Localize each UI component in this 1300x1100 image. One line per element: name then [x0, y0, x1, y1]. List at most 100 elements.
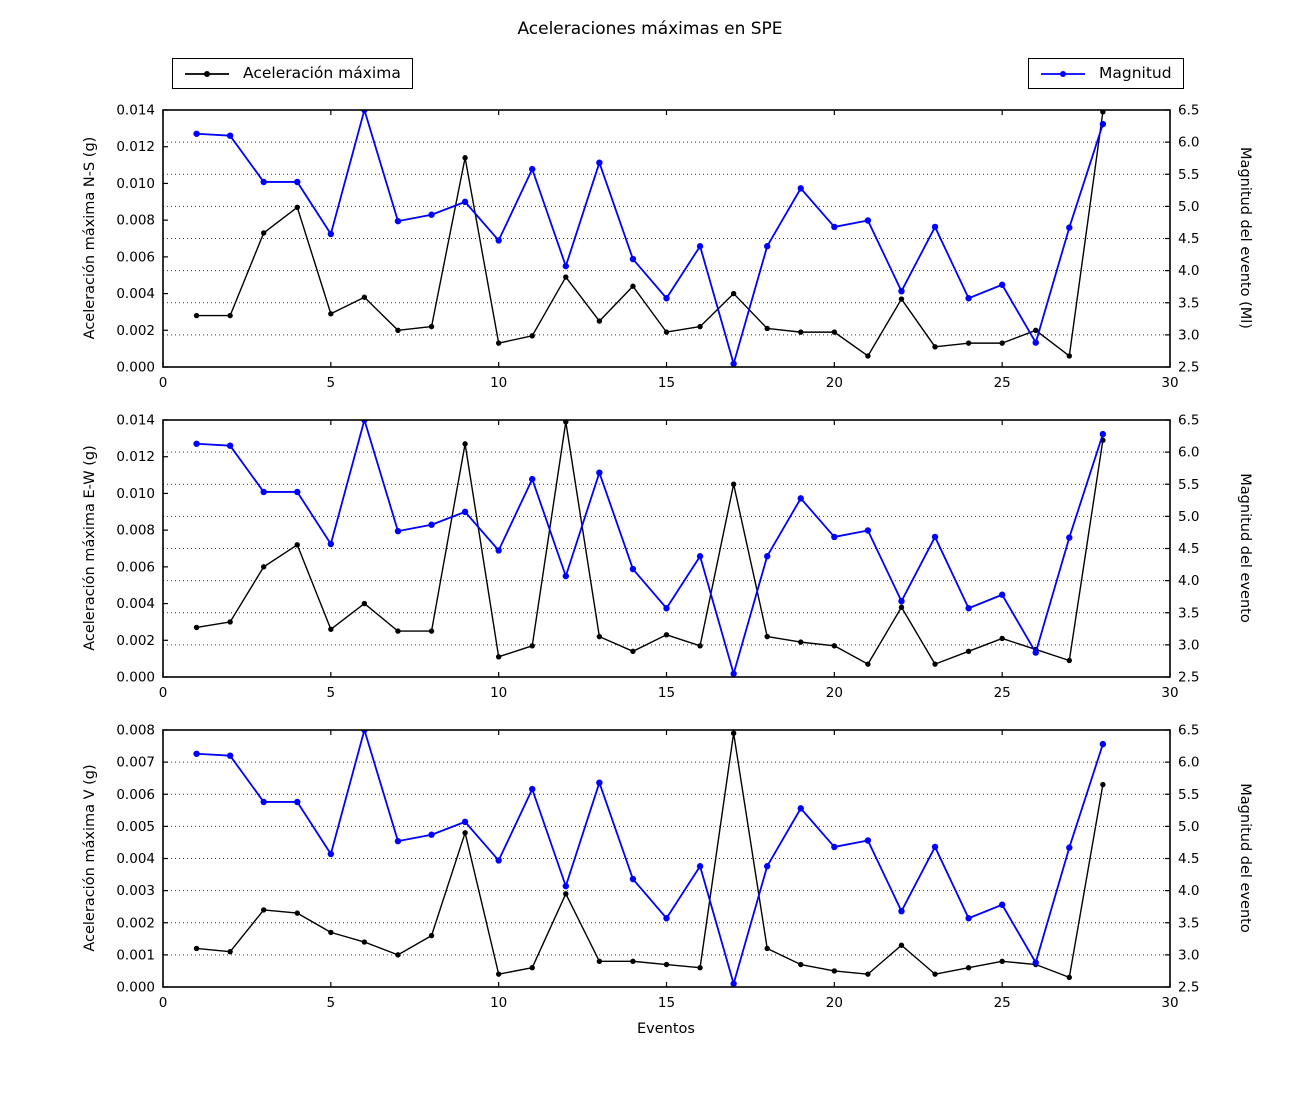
magnitud-series-point [327, 850, 335, 858]
accel-series-point [965, 965, 972, 971]
ylabel-left-ew: Aceleración máxima E-W (g) [82, 445, 98, 651]
accel-series-point [596, 633, 603, 640]
magnitud-series-point [260, 798, 267, 806]
accel-series-point [1100, 110, 1106, 115]
x-tick-label: 15 [658, 685, 675, 701]
magnitud-series-point [1032, 959, 1039, 966]
accel-series-point [227, 619, 233, 625]
accel-series-point [663, 632, 670, 638]
subplot-1: 0 5 10 15 20 25 30 0.000 0.002 0.004 0.006 0.008 0.0… [116, 413, 1199, 702]
y-tick-label-right: 3.5 [1178, 605, 1199, 621]
legend-line-icon [185, 70, 229, 77]
accel-series-point [1033, 327, 1039, 333]
accel-series-point [730, 730, 737, 736]
magnitud-series-point [529, 475, 536, 483]
y-tick-label-right: 5.5 [1178, 477, 1199, 493]
accel-series-point [395, 327, 401, 333]
y-tick-label-right: 4.0 [1178, 883, 1199, 899]
ylabel-left-v: Aceleración máxima V (g) [82, 764, 98, 952]
magnitud-series-point [931, 223, 939, 231]
magnitud-series-point [965, 605, 972, 612]
ylabel-left-ns: Aceleración máxima N-S (g) [82, 136, 98, 340]
accel-series-point [764, 633, 770, 640]
magnitud-series-point [797, 805, 804, 812]
subplot-2: 0 5 10 15 20 25 30 0.000 0.001 0.002 0.003 0.004 0.0… [116, 723, 1199, 1012]
y-tick-label-right: 6.0 [1178, 445, 1199, 461]
magnitud-series-point [529, 165, 536, 173]
accel-series-point [361, 294, 368, 300]
accel-series-point [294, 542, 300, 548]
accel-series-point [294, 204, 300, 210]
y-tick-label-right: 5.0 [1178, 509, 1199, 525]
accel-series-point [596, 958, 603, 964]
accel-series-point [495, 340, 502, 346]
x-tick-label: 25 [994, 995, 1011, 1011]
accel-series-point [898, 942, 905, 948]
legend-accel-label: Aceleración máxima [243, 64, 401, 82]
magnitud-series-point [764, 553, 771, 560]
magnitud-series-point [562, 572, 569, 580]
accel-series-point [865, 353, 871, 359]
magnitud-series-point [998, 901, 1006, 908]
x-tick-label: 30 [1161, 685, 1178, 701]
magnitud-series-point [428, 521, 435, 528]
magnitud-series-point [461, 508, 469, 516]
y-tick-label-right: 5.0 [1178, 199, 1199, 215]
y-tick-label-left: 0.002 [116, 323, 155, 339]
y-tick-label-left: 0.000 [116, 670, 155, 686]
accel-series-point [462, 441, 468, 447]
x-tick-label: 5 [327, 685, 336, 701]
accel-series-point [663, 329, 670, 335]
accel-series-point [596, 318, 603, 324]
x-tick-label: 25 [994, 375, 1011, 391]
accel-series-line [196, 111, 1104, 357]
y-tick-label-left: 0.002 [116, 633, 155, 649]
accel-series-point [764, 325, 770, 332]
accel-series-point [428, 323, 435, 330]
y-tick-label-right: 5.0 [1178, 819, 1199, 835]
ylabel-right-ns: Magnitud del evento (Ml) [1237, 147, 1253, 329]
accel-series-point [395, 628, 401, 634]
y-tick-label-left: 0.004 [116, 851, 155, 867]
magnitud-series-point [898, 907, 905, 915]
y-tick-label-left: 0.005 [116, 819, 155, 835]
magnitud-series-point [998, 281, 1006, 288]
accel-series-point [630, 648, 636, 654]
magnitud-series-point [294, 178, 301, 186]
y-tick-label-right: 5.5 [1178, 787, 1199, 803]
y-tick-label-left: 0.004 [116, 286, 155, 302]
magnitud-series-point [394, 217, 402, 225]
magnitud-series-point [193, 750, 200, 757]
magnitud-series-point [764, 243, 771, 250]
accel-series-point [798, 961, 804, 968]
y-tick-label-right: 5.5 [1178, 167, 1199, 183]
y-tick-label-left: 0.000 [116, 360, 155, 376]
magnitud-series-point [428, 211, 435, 218]
magnitud-series-point [226, 132, 234, 139]
y-tick-label-left: 0.012 [116, 139, 155, 155]
accel-series-point [1066, 657, 1073, 664]
magnitud-series-point [327, 540, 335, 548]
y-tick-label-left: 0.008 [116, 723, 155, 739]
x-tick-label: 25 [994, 685, 1011, 701]
y-tick-label-right: 6.0 [1178, 755, 1199, 771]
accel-series-point [697, 965, 703, 971]
x-tick-label: 10 [490, 375, 507, 391]
x-tick-label: 15 [658, 995, 675, 1011]
magnitud-series-point [629, 255, 637, 263]
magnitud-series-point [596, 779, 603, 786]
magnitud-series-line [196, 730, 1104, 985]
series-layer [193, 730, 1107, 987]
magnitud-series-point [629, 875, 637, 883]
accel-series-point [529, 965, 535, 971]
magnitud-series-point [797, 495, 804, 502]
magnitud-series-point [764, 863, 771, 870]
legend-magnitud: Magnitud [1028, 58, 1184, 90]
accel-series-point [328, 626, 334, 632]
x-tick-label: 0 [159, 375, 168, 391]
y-tick-label-left: 0.008 [116, 523, 155, 539]
accel-series-point [261, 230, 267, 236]
y-tick-label-right: 6.5 [1178, 103, 1199, 119]
